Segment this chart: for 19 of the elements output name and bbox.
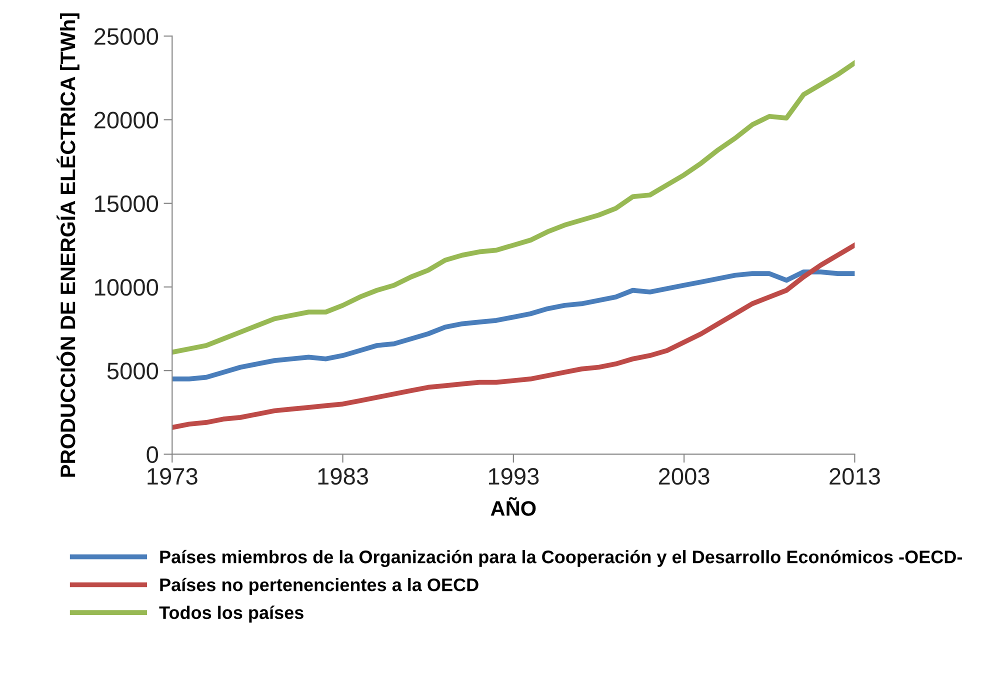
legend-label: Todos los países — [159, 606, 304, 623]
legend-label: Países miembros de la Organización para la Cooperación y el Desarrollo Económicos -OECD- — [160, 550, 962, 567]
legend-label: Países no pertenencientes a la OECD — [160, 578, 478, 595]
line-series — [172, 242, 855, 430]
y-tick-label: 5000 — [107, 362, 158, 380]
line-series — [172, 269, 855, 382]
y-tick-label: 20000 — [94, 112, 158, 129]
x-tick-label: 1983 — [318, 468, 368, 485]
line-series — [172, 60, 855, 355]
y-tick-label: 0 — [146, 446, 158, 464]
x-tick-label: 1973 — [148, 468, 198, 485]
y-axis-title: PRODUCCIÓN DE ENERGÍA ELÉCTRICA [TWh] — [56, 13, 80, 477]
x-tick-label: 2013 — [830, 468, 880, 485]
y-tick-label: 15000 — [95, 195, 158, 212]
x-axis-title: AÑO — [490, 497, 536, 516]
x-tick-label: 2003 — [658, 468, 710, 485]
y-tick-label: 25000 — [94, 28, 158, 45]
x-tick-label: 1993 — [488, 468, 539, 485]
y-tick-label: 10000 — [95, 279, 158, 296]
